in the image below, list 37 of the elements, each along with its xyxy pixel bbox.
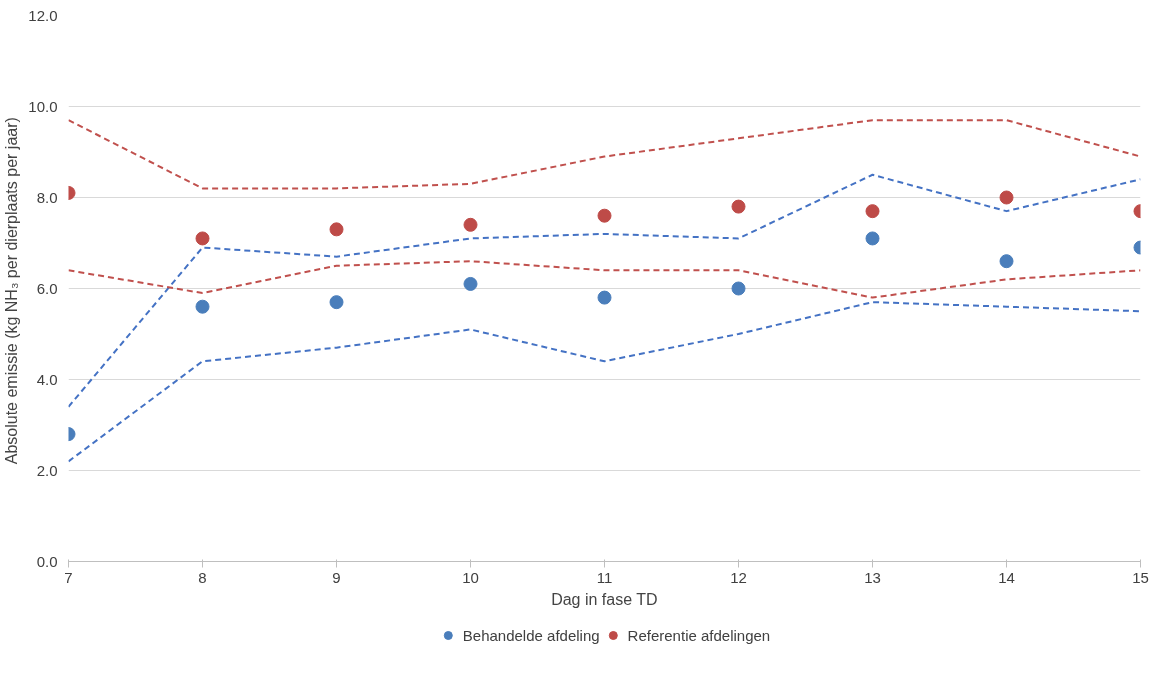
legend-label: Referentie afdelingen: [627, 626, 771, 644]
x-tick-label: 11: [596, 568, 613, 586]
point: [329, 222, 344, 237]
point: [195, 299, 210, 314]
point: [463, 217, 478, 232]
y-tick-label: 2.0: [36, 461, 58, 479]
point: [731, 199, 746, 214]
x-tick-label: 15: [1132, 568, 1149, 586]
point: [463, 276, 478, 291]
line-series: [68, 301, 1141, 463]
point: [731, 281, 746, 296]
x-tick-label: 9: [332, 568, 341, 586]
legend-label: Behandelde afdeling: [462, 626, 600, 644]
x-tick-label: 13: [864, 568, 881, 586]
point: [195, 231, 210, 246]
x-tick-label: 10: [462, 568, 479, 586]
point: [597, 208, 612, 223]
x-tick-label: 8: [198, 568, 207, 586]
point: [999, 190, 1014, 205]
y-tick-label: 6.0: [36, 279, 58, 297]
y-tick-label: 10.0: [28, 97, 58, 115]
point: [329, 295, 344, 310]
point: [597, 290, 612, 305]
point: [999, 254, 1014, 269]
y-tick-label: 8.0: [36, 188, 58, 206]
y-tick-label: 12.0: [28, 6, 58, 24]
line-series: [68, 119, 1141, 190]
y-tick-label: 0.0: [36, 552, 58, 570]
line-series: [68, 260, 1141, 299]
point: [865, 204, 880, 219]
x-tick-label: 14: [998, 568, 1015, 586]
x-tick-label: 7: [64, 568, 73, 586]
point: [865, 231, 880, 246]
y-tick-label: 4.0: [36, 370, 58, 388]
x-tick-label: 12: [730, 568, 747, 586]
x-axis-title: Dag in fase TD: [551, 590, 658, 608]
y-axis-title: Absolute emissie (kg NH₃ per dierplaats per jaar): [3, 117, 21, 465]
